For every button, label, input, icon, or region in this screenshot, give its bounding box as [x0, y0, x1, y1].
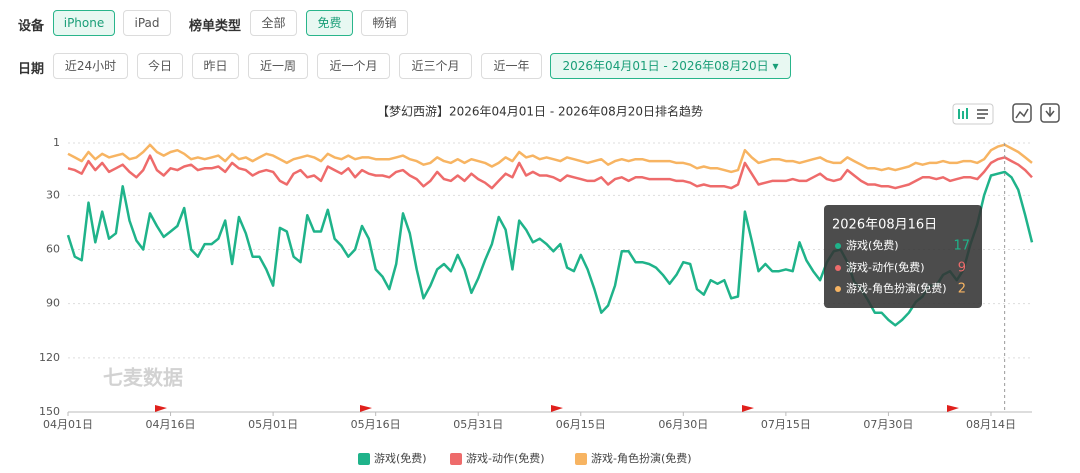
tooltip-name: 游戏-角色扮演(免费) — [846, 281, 947, 295]
y-tick-label: 90 — [46, 297, 60, 310]
filter-button[interactable]: 畅销 — [361, 10, 408, 36]
x-tick-label: 04月01日 — [43, 418, 93, 431]
tooltip-value: 2 — [958, 282, 966, 297]
filter-button[interactable]: 近一个月 — [317, 53, 390, 79]
tooltip-value: 17 — [953, 239, 970, 254]
x-tick-label: 07月15日 — [761, 418, 811, 431]
filter-button[interactable]: 近24小时 — [53, 53, 128, 79]
tooltip: 2026年08月16日 游戏(免费) 17 游戏-动作(免费) 9 游戏-角色扮… — [824, 205, 982, 308]
filter-button[interactable]: iPad — [123, 10, 171, 36]
chart-title: 【梦幻西游】2026年04月01日 - 2026年08月20日排名趋势 — [377, 104, 703, 119]
y-tick-label: 120 — [39, 351, 60, 364]
y-tick-label: 60 — [46, 243, 60, 256]
legend-swatch — [575, 453, 587, 465]
filter-button[interactable]: 近一周 — [248, 53, 308, 79]
filter-button[interactable]: 近一年 — [481, 53, 542, 79]
filter-button[interactable]: 今日 — [137, 53, 183, 79]
watermark: 七麦数据 — [103, 366, 183, 390]
legend-swatch — [358, 453, 370, 465]
filter-label: 设备 — [18, 19, 45, 34]
x-tick-label: 04月16日 — [146, 418, 196, 431]
filter-button[interactable]: iPhone — [53, 10, 115, 36]
y-tick-label: 150 — [39, 405, 60, 418]
tooltip-title: 2026年08月16日 — [832, 218, 937, 233]
filter-button[interactable]: 免费 — [306, 10, 353, 36]
filter-button[interactable]: 昨日 — [192, 53, 239, 79]
x-tick-label: 07月30日 — [863, 418, 913, 431]
filter-button[interactable]: 全部 — [250, 10, 297, 36]
legend-label: 游戏(免费) — [374, 451, 427, 465]
filter-button[interactable]: 近三个月 — [399, 53, 472, 79]
x-tick-label: 06月30日 — [658, 418, 708, 431]
flags — [155, 405, 959, 418]
x-tick-label: 05月16日 — [351, 418, 401, 431]
legend-label: 游戏-动作(免费) — [466, 451, 545, 465]
x-tick-label: 06月15日 — [556, 418, 606, 431]
series-line — [67, 143, 1033, 174]
filter-label: 榜单类型 — [189, 19, 242, 34]
x-tick-label: 05月01日 — [248, 418, 298, 431]
x-tick-label: 08月14日 — [966, 418, 1016, 431]
y-tick-label: 1 — [53, 136, 60, 149]
tooltip-name: 游戏-动作(免费) — [846, 260, 925, 274]
filter-label: 日期 — [18, 62, 45, 77]
series-line — [67, 154, 1033, 190]
y-tick-label: 30 — [46, 188, 60, 201]
toolbar[interactable] — [952, 103, 1060, 125]
legend-label: 游戏-角色扮演(免费) — [591, 451, 692, 465]
tooltip-value: 9 — [958, 261, 966, 276]
legend-swatch — [450, 453, 462, 465]
date-range-picker[interactable]: 2026年04月01日 - 2026年08月20日 ▾ — [550, 53, 791, 79]
x-tick-label: 05月31日 — [453, 418, 503, 431]
tooltip-name: 游戏(免费) — [846, 238, 899, 252]
